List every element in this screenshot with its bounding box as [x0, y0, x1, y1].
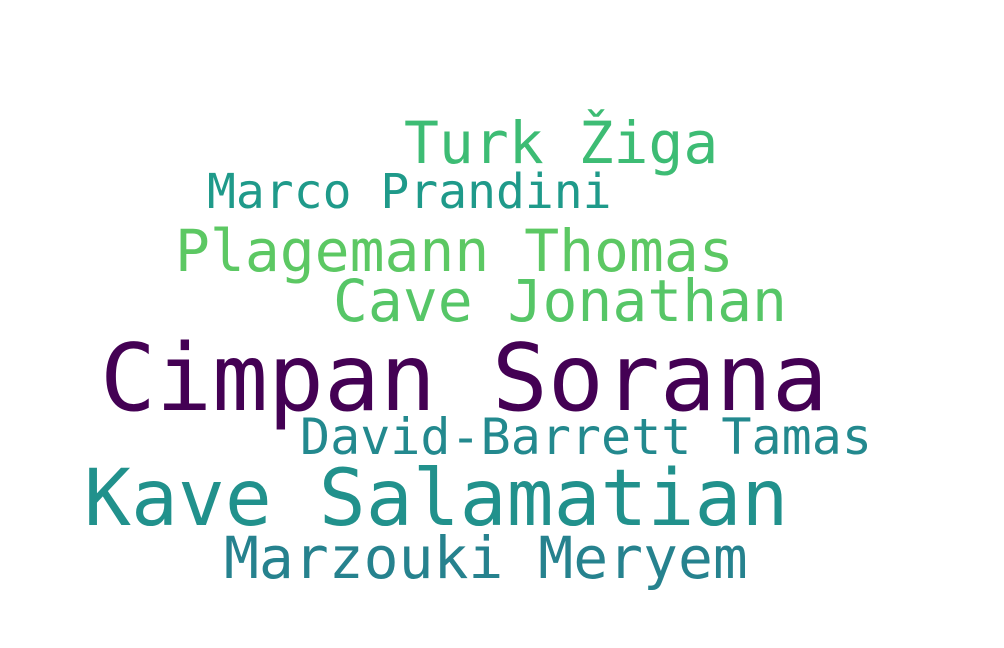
word-cimpan-sorana: Cimpan Sorana	[100, 324, 828, 432]
word-kave-salamatian: Kave Salamatian	[84, 454, 789, 544]
word-marzouki-meryem: Marzouki Meryem	[224, 524, 748, 592]
word-cave-jonathan: Cave Jonathan	[333, 267, 787, 335]
word-plagemann-thomas: Plagemann Thomas	[175, 217, 734, 285]
word-marco-prandini: Marco Prandini	[207, 164, 612, 220]
word-david-barrett-tamas: David-Barrett Tamas	[300, 408, 872, 466]
word-turk-ziga: Turk Žiga	[404, 109, 719, 177]
